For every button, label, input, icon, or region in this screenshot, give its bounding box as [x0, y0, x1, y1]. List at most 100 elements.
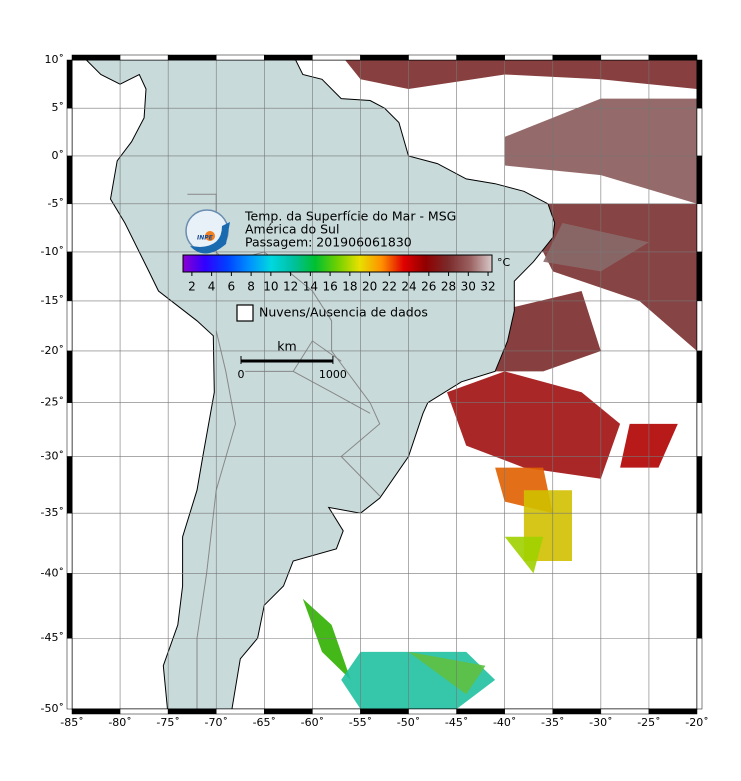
frame-band	[648, 54, 698, 61]
colorbar-tick-label: 26	[421, 280, 436, 294]
frame-band	[696, 402, 703, 457]
lon-tick-label: -60˚	[301, 716, 324, 729]
frame-band	[66, 300, 73, 352]
frame-band	[552, 708, 602, 715]
lat-tick-label: -25˚	[41, 396, 64, 409]
lat-tick-label: 10˚	[45, 53, 65, 66]
frame-band	[408, 54, 457, 61]
lon-tick-label: -70˚	[204, 716, 227, 729]
frame-band	[119, 54, 169, 61]
title: Temp. da Superfície do Mar - MSG	[244, 209, 456, 224]
lat-tick-label: -35˚	[41, 506, 64, 519]
legend-label: Nuvens/Ausencia de dados	[259, 305, 428, 320]
lon-tick-label: -75˚	[156, 716, 179, 729]
frame-band	[312, 708, 361, 715]
colorbar-tick-label: 10	[263, 280, 278, 294]
frame-band	[552, 54, 602, 61]
frame-band	[696, 251, 703, 302]
lat-tick-label: -30˚	[41, 450, 64, 463]
lon-tick-label: -30˚	[589, 716, 612, 729]
legend-swatch	[236, 304, 254, 322]
colorbar-tick-label: 20	[362, 280, 377, 294]
region: América do Sul	[245, 222, 339, 237]
frame-band	[66, 573, 73, 639]
lat-tick-label: -40˚	[41, 566, 64, 579]
lon-tick-label: -45˚	[445, 716, 468, 729]
colorbar-tick-label: 28	[441, 280, 456, 294]
frame-band	[696, 155, 703, 205]
scale-tick-label: 0	[238, 368, 245, 381]
frame-band	[66, 512, 73, 574]
scale-unit: km	[277, 339, 296, 354]
frame-band	[312, 54, 361, 61]
frame-band	[215, 708, 265, 715]
colorbar-tick-label: 14	[303, 280, 318, 294]
frame-band	[119, 708, 169, 715]
colorbar-tick-label: 24	[401, 280, 416, 294]
frame-band	[696, 456, 703, 514]
frame-band	[360, 708, 409, 715]
frame-band	[66, 59, 73, 109]
colorbar-tick-label: 30	[461, 280, 476, 294]
sst-patch	[543, 223, 649, 272]
overlay: INPE Temp. da Superfície do Mar - MSG Am…	[41, 53, 709, 729]
lat-tick-label: -5˚	[48, 197, 64, 210]
lat-tick-label: 0˚	[52, 149, 65, 162]
sst-patch	[408, 651, 486, 695]
frame-band	[600, 54, 650, 61]
frame-band	[215, 54, 265, 61]
frame-band	[66, 350, 73, 403]
frame-band	[66, 251, 73, 302]
lon-tick-label: -50˚	[397, 716, 420, 729]
frame-band	[66, 402, 73, 457]
colorbar-tick-label: 4	[208, 280, 216, 294]
sst-patch	[447, 371, 621, 479]
lon-tick-label: -25˚	[637, 716, 660, 729]
pass-time: Passagem: 201906061830	[245, 235, 412, 250]
frame-band	[66, 107, 73, 157]
frame-band	[504, 708, 554, 715]
lon-tick-label: -40˚	[493, 716, 516, 729]
colorbar-tick-label: 8	[247, 280, 255, 294]
frame-band	[504, 54, 554, 61]
lon-tick-label: -20˚	[685, 716, 708, 729]
frame-band	[600, 708, 650, 715]
frame-band	[696, 512, 703, 574]
frame-band	[696, 203, 703, 253]
lat-tick-label: -10˚	[41, 245, 64, 258]
frame-band	[264, 708, 313, 715]
colorbar-tick-label: 12	[283, 280, 298, 294]
frame-band	[696, 300, 703, 352]
lon-tick-label: -35˚	[541, 716, 564, 729]
lat-tick-label: -50˚	[41, 702, 64, 715]
lat-tick-label: 5˚	[52, 101, 65, 114]
frame-band	[66, 456, 73, 514]
frame-band	[167, 708, 217, 715]
colorbar-unit: °C	[497, 256, 511, 269]
logo-text: INPE	[197, 235, 214, 242]
lon-tick-label: -55˚	[349, 716, 372, 729]
sst-patch	[302, 598, 351, 680]
colorbar-tick-label: 2	[188, 280, 196, 294]
frame-band	[167, 54, 217, 61]
frame-band	[408, 708, 457, 715]
colorbar-tick-label: 16	[322, 280, 337, 294]
lat-tick-label: -15˚	[41, 294, 64, 307]
frame-band	[264, 54, 313, 61]
sst-patch	[345, 60, 697, 89]
colorbar-tick-label: 6	[228, 280, 236, 294]
scale-bar	[241, 359, 333, 363]
lon-tick-label: -85˚	[60, 716, 83, 729]
frame-band	[696, 350, 703, 403]
lat-tick-label: -45˚	[41, 631, 64, 644]
frame-band	[71, 54, 121, 61]
frame-band	[66, 155, 73, 205]
sst-patch	[504, 536, 544, 574]
logo-sun	[205, 231, 215, 241]
frame-band	[360, 54, 409, 61]
colorbar-tick-label: 32	[480, 280, 495, 294]
lat-tick-label: -20˚	[41, 344, 64, 357]
frame-band	[648, 708, 698, 715]
